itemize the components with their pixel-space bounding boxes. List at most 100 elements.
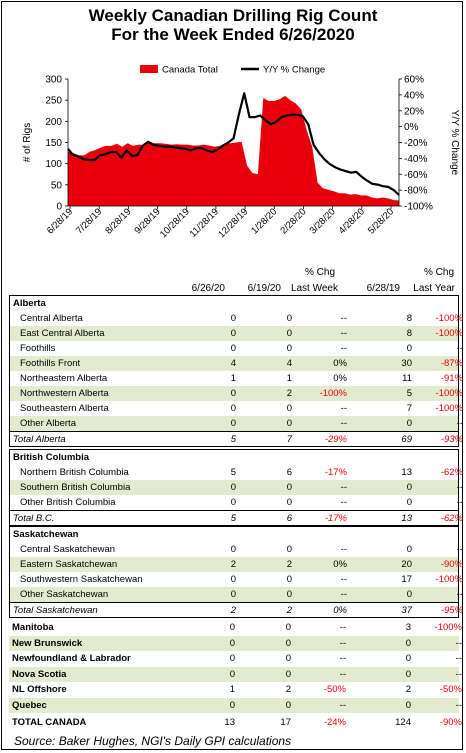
legend-label-canada-total: Canada Total: [162, 65, 218, 76]
y2-tick-label: 60%: [404, 75, 424, 86]
y2-tick-label: 0%: [404, 122, 419, 133]
y-tick-label: 50: [51, 180, 63, 191]
row-label: Total Saskatchewan: [13, 605, 98, 616]
row-label: East Central Alberta: [20, 328, 105, 339]
y2-tick-label: -40%: [404, 154, 427, 165]
cell-col2: 0: [286, 574, 292, 585]
table-row: Other Saskatchewan 0 0 -- 0 --: [10, 587, 463, 602]
y2-axis-title: Y/Y % Change: [449, 110, 460, 176]
y2-tick-label: 40%: [404, 90, 424, 101]
cell-col4: 0: [405, 653, 411, 664]
x-tick-label: 11/28/19: [188, 206, 221, 239]
table-row: Southwestern Saskatchewan 0 0 -- 17 -100%: [10, 572, 463, 587]
table-row: Other Alberta 0 0 -- 0 --: [10, 416, 463, 431]
cell-col4: 3: [405, 622, 411, 633]
cell-col1: 1: [229, 684, 235, 695]
cell-col3: 0%: [333, 373, 347, 384]
row-label: Newfoundland & Labrador: [12, 653, 131, 664]
cell-col1: 0: [229, 668, 235, 680]
row-label: Northern British Columbia: [20, 467, 129, 478]
cell-col1: 0: [230, 418, 236, 429]
cell-col4: 0: [406, 343, 412, 354]
province-row: Nova Scotia 0 0 -- 0 --: [9, 666, 462, 682]
header-col5-line1: % Chg: [423, 267, 454, 278]
cell-col1: 0: [230, 574, 236, 585]
row-label: Southeastern Alberta: [20, 403, 109, 414]
cell-col3: --: [340, 403, 347, 414]
cell-col5: -100%: [435, 574, 463, 585]
cell-col3: -50%: [323, 684, 346, 695]
row-label: Foothills: [20, 343, 56, 354]
cell-col5: -62%: [440, 467, 463, 478]
cell-col1: 1: [230, 373, 236, 384]
cell-col4: 0: [406, 589, 412, 600]
y-tick-label: 200: [45, 117, 62, 128]
y-tick-label: 300: [45, 75, 62, 86]
cell-col1: 0: [229, 699, 235, 711]
section-total-row: Total B.C. 5 6 -17% 13 -62%: [10, 510, 463, 526]
row-label: Nova Scotia: [12, 668, 67, 680]
cell-col2: 0: [285, 699, 291, 711]
table-row: East Central Alberta 0 0 -- 8 -100%: [10, 326, 463, 341]
cell-col3: --: [340, 343, 347, 354]
cell-col4: 20: [401, 559, 412, 570]
cell-col5: -100%: [435, 403, 463, 414]
cell-col2: 0: [285, 622, 291, 633]
province-row: New Brunswick 0 0 -- 0 --: [9, 635, 462, 651]
province-row: NL Offshore 1 2 -50% 2 -50%: [9, 682, 462, 697]
y-tick-label: 0: [56, 202, 62, 213]
cell-col2: 0: [286, 328, 292, 339]
cell-col3: -24%: [323, 717, 346, 728]
cell-col1: 2: [230, 605, 236, 616]
cell-col3: -100%: [319, 388, 347, 399]
series-area-canada-total: [68, 95, 399, 206]
y2-tick-label: -60%: [404, 170, 427, 181]
cell-col1: 5: [230, 513, 236, 524]
cell-col2: 7: [286, 434, 292, 445]
cell-col4: 0: [406, 497, 412, 508]
cell-col2: 6: [286, 467, 292, 478]
section-saskatchewan: Saskatchewan Central Saskatchewan 0 0 -- 0 -- E…: [9, 526, 463, 618]
row-label: Alberta: [13, 298, 46, 309]
cell-col2: 0: [286, 343, 292, 354]
y2-tick-label: -20%: [404, 138, 427, 149]
x-tick-label: 5/28/20: [366, 206, 396, 236]
row-label: Other British Columbia: [20, 497, 116, 508]
table-row: Eastern Saskatchewan 2 2 0% 20 -90%: [10, 557, 463, 572]
cell-col4: 7: [406, 403, 412, 414]
row-label: Eastern Saskatchewan: [20, 559, 118, 570]
cell-col4: 2: [405, 684, 411, 695]
x-tick-label: 8/28/19: [103, 206, 133, 236]
cell-col4: 0: [406, 482, 412, 493]
x-tick-label: 1/28/20: [249, 206, 279, 236]
table-row: Foothills Front 4 4 0% 30 -87%: [10, 356, 463, 371]
section-total-row: Total Saskatchewan 2 2 0% 37 -95%: [10, 602, 463, 618]
cell-col4: 0: [406, 418, 412, 429]
province-row: Quebec 0 0 -- 0 --: [9, 697, 462, 713]
cell-col5: -91%: [440, 373, 463, 384]
cell-col4: 13: [401, 467, 412, 478]
x-tick-label: 7/28/19: [74, 206, 104, 236]
cell-col3: 0%: [333, 605, 347, 616]
cell-col5: -100%: [435, 328, 463, 339]
cell-col2: 0: [285, 653, 291, 664]
cell-col2: 0: [285, 637, 291, 649]
row-label: British Columbia: [13, 452, 90, 463]
cell-col3: -17%: [324, 513, 347, 524]
cell-col1: 5: [230, 467, 236, 478]
cell-col3: --: [340, 497, 347, 508]
cell-col5: -90%: [439, 717, 462, 728]
cell-col1: 0: [230, 388, 236, 399]
y2-tick-label: -100%: [404, 202, 433, 213]
cell-col2: 2: [286, 605, 292, 616]
legend-label-yy-change: Y/Y % Change: [263, 65, 325, 76]
row-label: Southwestern Saskatchewan: [20, 574, 143, 585]
x-tick-label: 2/28/20: [278, 206, 308, 236]
cell-col2: 2: [286, 559, 292, 570]
row-label: TOTAL CANADA: [12, 717, 87, 728]
cell-col3: --: [340, 328, 347, 339]
row-label: Northeastern Alberta: [20, 373, 108, 384]
cell-col5: -100%: [435, 313, 463, 324]
header-col3-line1: % Chg: [304, 267, 335, 278]
cell-col5: --: [456, 482, 463, 493]
